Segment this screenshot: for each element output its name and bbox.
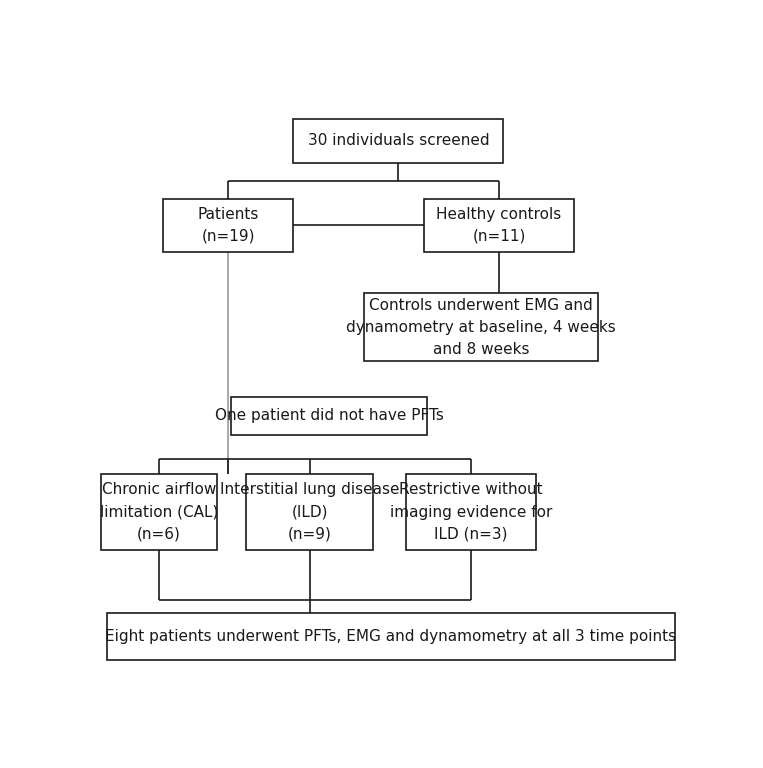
Text: Controls underwent EMG and
dynamometry at baseline, 4 weeks
and 8 weeks: Controls underwent EMG and dynamometry a… xyxy=(346,297,616,357)
Text: Eight patients underwent PFTs, EMG and dynamometry at all 3 time points: Eight patients underwent PFTs, EMG and d… xyxy=(105,629,677,644)
Text: 30 individuals screened: 30 individuals screened xyxy=(307,134,489,148)
FancyBboxPatch shape xyxy=(107,613,675,660)
Text: Healthy controls
(n=11): Healthy controls (n=11) xyxy=(436,207,562,243)
FancyBboxPatch shape xyxy=(246,474,373,551)
FancyBboxPatch shape xyxy=(423,199,575,252)
FancyBboxPatch shape xyxy=(163,199,294,252)
FancyBboxPatch shape xyxy=(365,293,598,361)
FancyBboxPatch shape xyxy=(231,397,427,435)
Text: Patients
(n=19): Patients (n=19) xyxy=(198,207,259,243)
FancyBboxPatch shape xyxy=(406,474,536,551)
Text: Restrictive without
imaging evidence for
ILD (n=3): Restrictive without imaging evidence for… xyxy=(390,482,552,541)
Text: Interstitial lung disease
(ILD)
(n=9): Interstitial lung disease (ILD) (n=9) xyxy=(220,482,400,541)
Text: One patient did not have PFTs: One patient did not have PFTs xyxy=(214,409,443,423)
FancyBboxPatch shape xyxy=(294,119,504,163)
FancyBboxPatch shape xyxy=(101,474,217,551)
Text: Chronic airflow
limitation (CAL)
(n=6): Chronic airflow limitation (CAL) (n=6) xyxy=(100,482,218,541)
